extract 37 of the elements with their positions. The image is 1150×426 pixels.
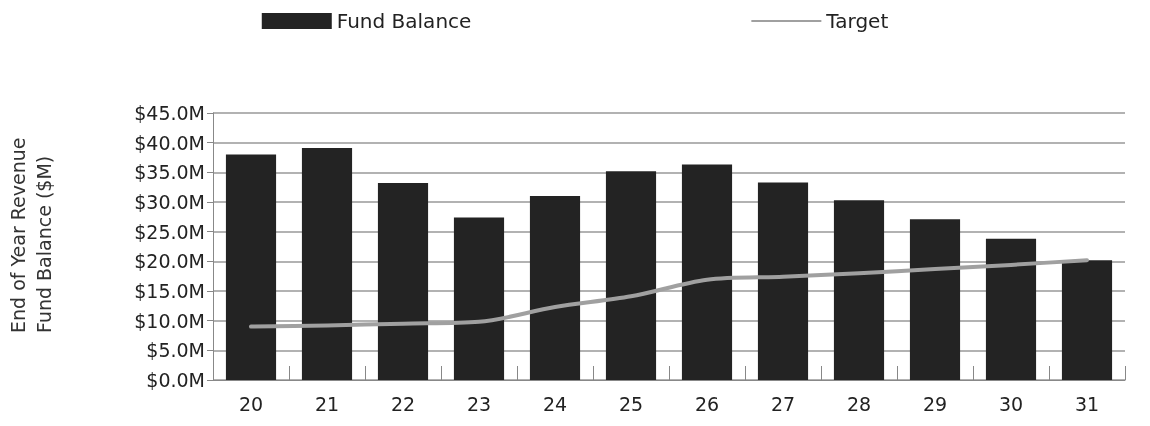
bar <box>1061 260 1113 380</box>
bar <box>301 148 353 380</box>
y-tick-label: $35.0M <box>134 161 205 184</box>
x-tick-label: 24 <box>542 392 568 415</box>
x-tick-label: 23 <box>466 392 492 415</box>
bar <box>909 219 961 380</box>
bar <box>681 164 733 380</box>
y-axis-title: End of Year Revenue Fund Balance ($M) <box>7 131 55 333</box>
y-tick-label: $10.0M <box>134 309 205 332</box>
y-tick-label: $20.0M <box>134 250 205 273</box>
x-tick-label: 26 <box>694 392 720 415</box>
y-tick-label: $25.0M <box>134 220 205 243</box>
bar <box>757 182 809 380</box>
x-tick-label: 20 <box>238 392 264 415</box>
bar <box>225 154 277 380</box>
x-tick-label: 29 <box>922 392 948 415</box>
y-tick-label: $40.0M <box>134 131 205 154</box>
y-tick-label: $5.0M <box>146 339 205 362</box>
legend-label: Fund Balance <box>336 9 472 33</box>
bar <box>605 171 657 380</box>
x-tick-label: 28 <box>846 392 872 415</box>
x-tick-label: 25 <box>618 392 644 415</box>
x-tick-label: 31 <box>1074 392 1100 415</box>
x-tick-label: 27 <box>770 392 796 415</box>
bar <box>453 217 505 380</box>
x-tick-label: 30 <box>998 392 1024 415</box>
bar <box>985 238 1037 380</box>
y-tick-label: $45.0M <box>134 102 205 124</box>
y-tick-label: $15.0M <box>134 280 205 302</box>
bar <box>377 183 429 380</box>
y-tick-label: $0.0M <box>146 369 205 391</box>
bar <box>833 200 885 380</box>
bar <box>529 196 581 380</box>
legend-label: Target <box>825 9 889 33</box>
x-tick-label: 21 <box>314 392 340 415</box>
y-tick-label: $30.0M <box>134 191 205 213</box>
x-tick-label: 22 <box>390 392 416 415</box>
